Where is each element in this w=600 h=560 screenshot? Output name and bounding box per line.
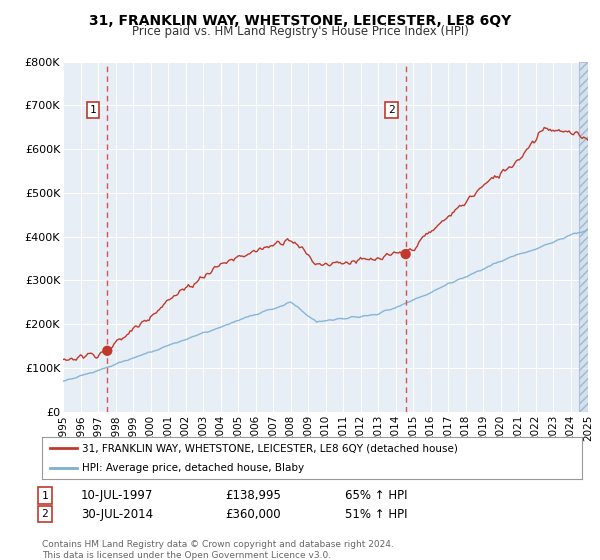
Text: Price paid vs. HM Land Registry's House Price Index (HPI): Price paid vs. HM Land Registry's House … bbox=[131, 25, 469, 38]
Text: 1: 1 bbox=[90, 105, 97, 115]
Text: 31, FRANKLIN WAY, WHETSTONE, LEICESTER, LE8 6QY: 31, FRANKLIN WAY, WHETSTONE, LEICESTER, … bbox=[89, 14, 511, 28]
Text: 2: 2 bbox=[388, 105, 395, 115]
Bar bbox=[579, 62, 590, 412]
Text: 30-JUL-2014: 30-JUL-2014 bbox=[81, 507, 153, 521]
Text: 31, FRANKLIN WAY, WHETSTONE, LEICESTER, LE8 6QY (detached house): 31, FRANKLIN WAY, WHETSTONE, LEICESTER, … bbox=[83, 443, 458, 453]
Point bbox=[103, 346, 112, 355]
Text: 65% ↑ HPI: 65% ↑ HPI bbox=[345, 489, 407, 502]
Text: £138,995: £138,995 bbox=[225, 489, 281, 502]
Text: 2: 2 bbox=[41, 509, 49, 519]
Text: 1: 1 bbox=[41, 491, 49, 501]
Text: HPI: Average price, detached house, Blaby: HPI: Average price, detached house, Blab… bbox=[83, 463, 305, 473]
Text: 51% ↑ HPI: 51% ↑ HPI bbox=[345, 507, 407, 521]
Bar bbox=[579, 62, 590, 412]
Point bbox=[401, 250, 410, 259]
Text: 10-JUL-1997: 10-JUL-1997 bbox=[81, 489, 154, 502]
Text: Contains HM Land Registry data © Crown copyright and database right 2024.
This d: Contains HM Land Registry data © Crown c… bbox=[42, 540, 394, 560]
Text: £360,000: £360,000 bbox=[225, 507, 281, 521]
